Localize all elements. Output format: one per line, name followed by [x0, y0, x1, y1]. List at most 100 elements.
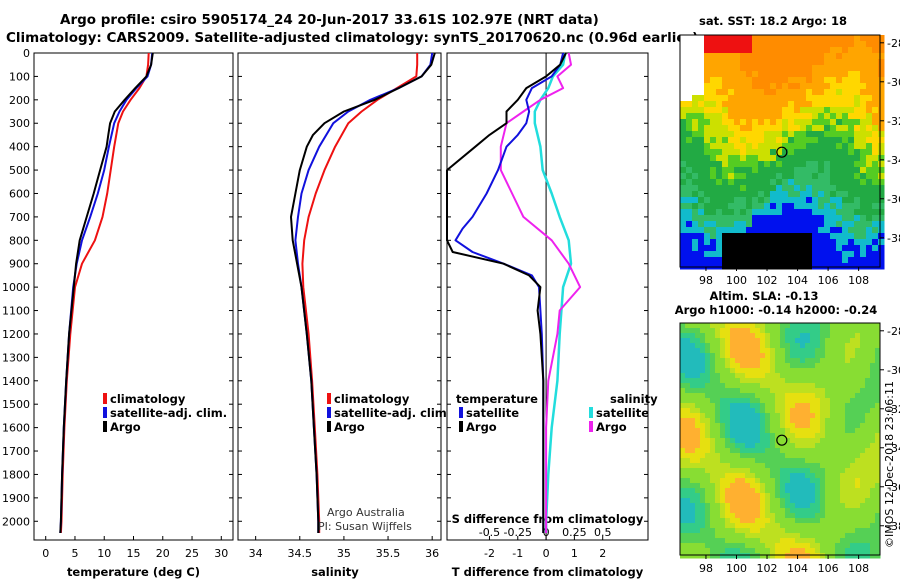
map-cell: [860, 95, 867, 102]
map-cell: [842, 59, 849, 66]
map-cell: [854, 125, 861, 132]
map-cell: [725, 433, 731, 439]
map-cell: [680, 125, 687, 132]
map-cell: [698, 83, 705, 90]
map-cell: [790, 528, 796, 534]
map-cell: [835, 543, 841, 549]
map-cell: [775, 403, 781, 409]
map-cell: [812, 167, 819, 174]
map-cell: [835, 483, 841, 489]
map-cell: [806, 227, 813, 234]
map-cell: [785, 343, 791, 349]
map-cell: [850, 458, 856, 464]
map-cell: [865, 373, 871, 379]
map-cell: [710, 418, 716, 424]
map-cell: [824, 131, 831, 138]
map-cell: [760, 513, 766, 519]
map-cell: [700, 358, 706, 364]
map-cell: [680, 388, 686, 394]
map-cell: [800, 528, 806, 534]
map-cell: [705, 443, 711, 449]
map-cell: [685, 513, 691, 519]
map-cell: [695, 463, 701, 469]
map-cell: [765, 418, 771, 424]
map-cell: [740, 378, 746, 384]
map-cell: [776, 173, 783, 180]
map-cell: [770, 197, 777, 204]
map-cell: [878, 215, 885, 222]
map-cell: [848, 41, 855, 48]
map-cell: [685, 548, 691, 554]
map-cell: [716, 119, 723, 126]
map-cell: [795, 388, 801, 394]
map-cell: [710, 518, 716, 524]
map-cell: [790, 333, 796, 339]
map-cell: [716, 233, 723, 240]
map-cell: [750, 413, 756, 419]
map-cell: [735, 388, 741, 394]
map-cell: [764, 83, 771, 90]
map-cell: [720, 388, 726, 394]
map-cell: [685, 378, 691, 384]
map-cell: [685, 473, 691, 479]
map-cell: [716, 257, 723, 264]
map-cell: [785, 323, 791, 329]
map-cell: [782, 143, 789, 150]
map-cell: [680, 119, 687, 126]
map-cell: [704, 251, 711, 258]
map-cell: [722, 245, 729, 252]
map-cell: [740, 513, 746, 519]
map-cell: [770, 53, 777, 60]
map-cell: [860, 239, 867, 246]
map-cell: [685, 403, 691, 409]
map-cell: [825, 358, 831, 364]
map-cell: [812, 263, 819, 270]
map-cell: [800, 388, 806, 394]
map-cell: [730, 473, 736, 479]
map-cell: [788, 215, 795, 222]
map-cell: [750, 403, 756, 409]
map-cell: [790, 438, 796, 444]
map-cell: [725, 513, 731, 519]
map-cell: [870, 368, 876, 374]
map-cell: [734, 263, 741, 270]
map-cell: [794, 185, 801, 192]
map-cell: [685, 538, 691, 544]
map-cell: [818, 215, 825, 222]
map-cell: [765, 503, 771, 509]
map-cell: [815, 438, 821, 444]
map-cell: [845, 388, 851, 394]
map-cell: [854, 263, 861, 270]
map-cell: [728, 221, 735, 228]
map-cell: [812, 119, 819, 126]
map-cell: [750, 498, 756, 504]
map-cell: [725, 423, 731, 429]
map-cell: [680, 77, 687, 84]
map-cell: [815, 528, 821, 534]
map-cell: [865, 518, 871, 524]
map-cell: [830, 373, 836, 379]
map-cell: [870, 508, 876, 514]
map-cell: [855, 373, 861, 379]
map-cell: [780, 363, 786, 369]
map-cell: [740, 137, 747, 144]
map-cell: [722, 197, 729, 204]
map-cell: [722, 89, 729, 96]
map-cell: [815, 393, 821, 399]
map-cell: [705, 323, 711, 329]
map-cell: [730, 328, 736, 334]
map-cell: [770, 263, 777, 270]
map-cell: [680, 155, 687, 162]
map-cell: [805, 453, 811, 459]
map-cell: [690, 378, 696, 384]
map-cell: [795, 343, 801, 349]
map-cell: [710, 71, 717, 78]
depth-tick-label: 1000: [2, 281, 30, 294]
map-cell: [850, 448, 856, 454]
map-cell: [835, 518, 841, 524]
map-cell: [710, 383, 716, 389]
map-cell: [715, 403, 721, 409]
map-cell: [820, 478, 826, 484]
legend-sal-satellite-label: satellite: [596, 406, 649, 420]
map-cell: [692, 107, 699, 114]
